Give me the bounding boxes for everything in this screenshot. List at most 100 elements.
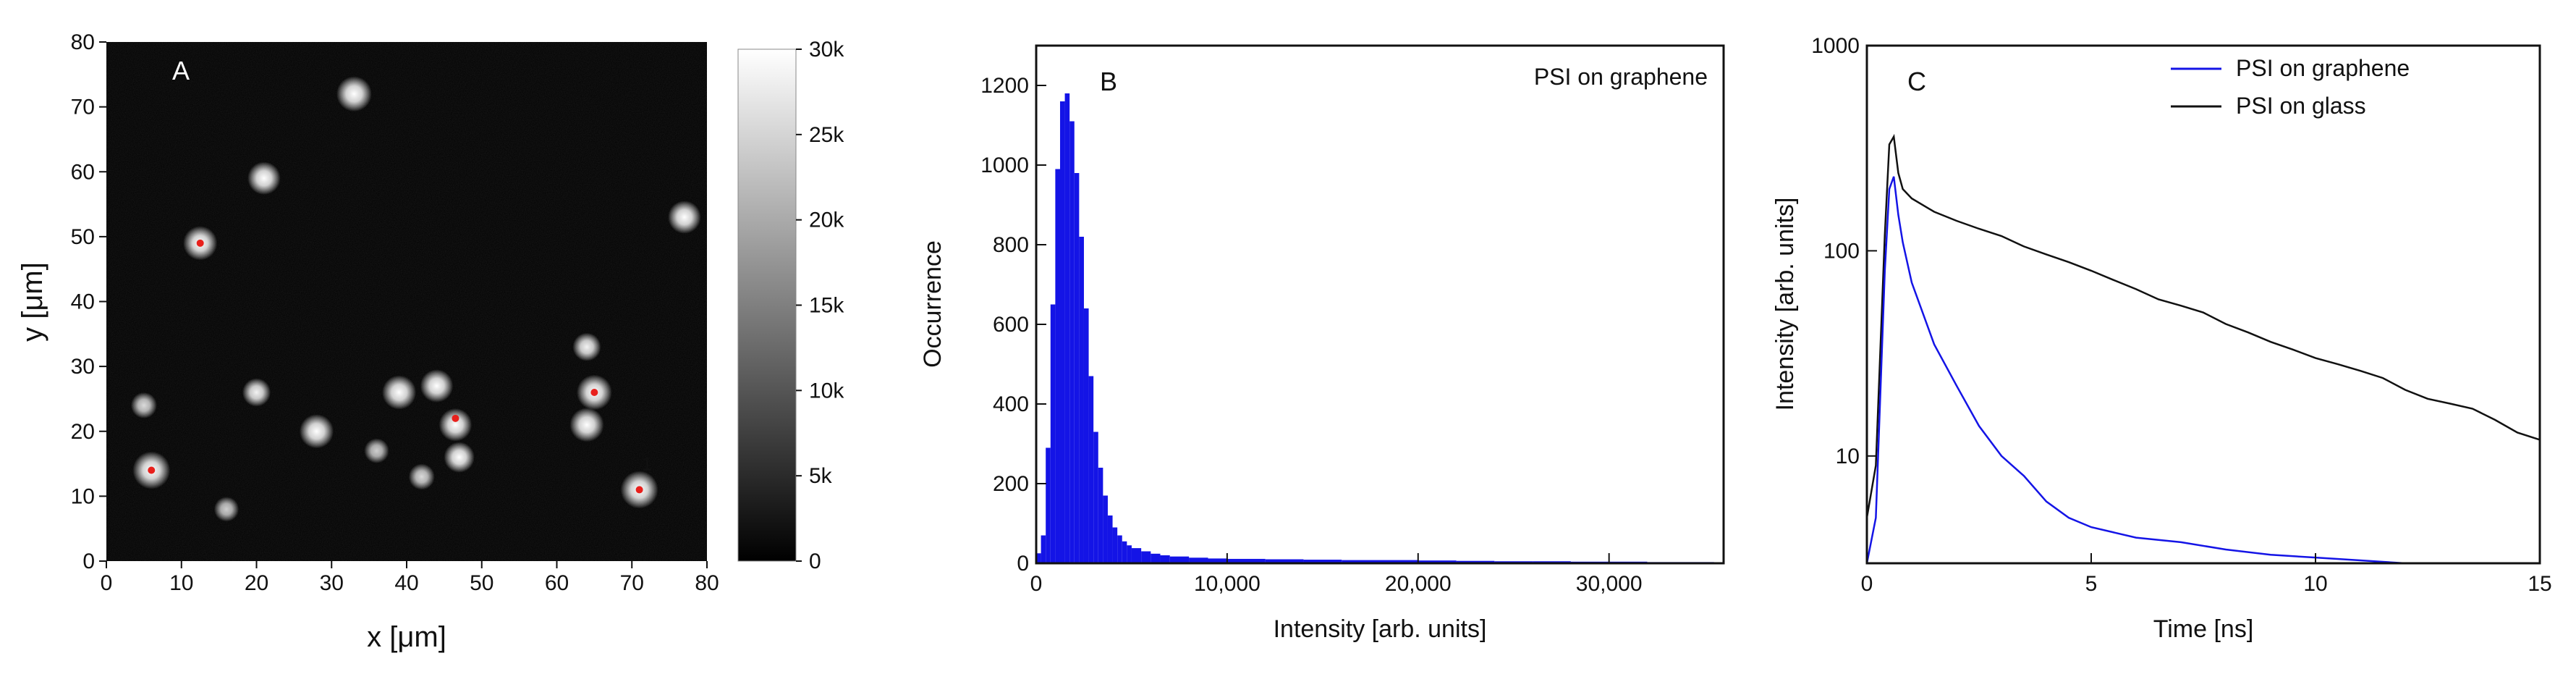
histogram-bar	[1208, 558, 1227, 563]
panel-b-axes-frame	[1035, 44, 1725, 565]
panel-a-label: A	[172, 56, 190, 85]
fluorescence-spot	[668, 201, 701, 234]
panel-a-marker-label: 1	[642, 453, 652, 475]
y-tick-label: 600	[993, 313, 1029, 337]
red-marker-dot	[452, 414, 459, 422]
fluorescence-spot	[242, 378, 271, 407]
y-tick-label: 1000	[1811, 34, 1860, 58]
histogram-bar	[1041, 535, 1046, 563]
x-tick-label: 10,000	[1194, 572, 1261, 596]
fluorescence-spot	[438, 408, 473, 442]
histogram-bar	[1380, 560, 1418, 563]
y-tick-label: 400	[993, 392, 1029, 416]
panel-a-x-ticks: 0 10 20 30 40 50 60 70 80	[101, 561, 719, 595]
histogram-bar	[1055, 169, 1060, 563]
histogram-bar	[1107, 515, 1113, 563]
colorbar-tick-label: 10k	[809, 379, 844, 403]
panel-b-x-label: Intensity [arb. units]	[1274, 615, 1487, 643]
histogram-bar	[1098, 468, 1103, 563]
y-tick-label: 800	[993, 233, 1029, 257]
fluorescence-spot	[572, 332, 601, 361]
y-tick-label: 10	[1836, 445, 1860, 468]
panel-c-x-label: Time [ns]	[2153, 615, 2254, 643]
histogram-bar	[1079, 237, 1084, 563]
y-tick-label: 200	[993, 472, 1029, 496]
colorbar-ticks: 0 5k 10k 15k 20k 25k 30k	[796, 38, 844, 573]
red-marker-dot	[590, 388, 598, 396]
x-tick-label: 0	[1030, 572, 1043, 596]
y-tick-label: 1000	[980, 153, 1029, 177]
colorbar	[737, 49, 797, 562]
histogram-bar	[1064, 93, 1070, 563]
colorbar-tick-label: 0	[809, 550, 821, 573]
panel-b-y-ticks: 0 200 400 600 800 1000 1200	[980, 74, 1046, 576]
panel-b-label: B	[1100, 67, 1117, 96]
x-tick-label: 30,000	[1576, 572, 1643, 596]
histogram-bar	[1342, 560, 1380, 563]
fluorescence-spot	[213, 497, 240, 522]
fluorescence-spot	[364, 438, 389, 463]
decay-curve	[1865, 133, 2541, 518]
histogram-bar	[1103, 495, 1108, 563]
x-tick-label: 10	[169, 571, 193, 595]
x-tick-label: 0	[101, 571, 113, 595]
panel-a-spots	[130, 76, 701, 522]
y-tick-label: 20	[71, 420, 95, 444]
histogram-bar	[1069, 121, 1075, 563]
colorbar-tick-label: 25k	[809, 123, 844, 147]
histogram-bar	[1169, 556, 1190, 563]
panel-b-histogram-bars	[1036, 93, 1719, 563]
histogram-bar	[1127, 545, 1132, 563]
histogram-bar	[1083, 308, 1089, 563]
panel-a-y-label: y [μm]	[17, 262, 48, 342]
colorbar-tick-label: 20k	[809, 209, 844, 232]
histogram-bar	[1160, 555, 1170, 563]
panel-c-decay-curves	[1865, 133, 2541, 565]
histogram-bar	[1418, 560, 1457, 563]
histogram-bar	[1303, 560, 1342, 563]
red-marker-dot	[196, 239, 204, 247]
histogram-bar	[1046, 447, 1051, 563]
histogram-bar	[1141, 551, 1151, 563]
histogram-bar	[1059, 101, 1065, 563]
histogram-bar	[1456, 560, 1495, 563]
y-tick-label: 50	[71, 225, 95, 249]
y-tick-label: 1200	[980, 74, 1029, 98]
y-tick-label: 30	[71, 355, 95, 379]
panel-c-x-ticks: 0 5 10 15	[1861, 553, 2552, 596]
decay-curve	[1865, 176, 2540, 565]
x-tick-label: 40	[394, 571, 418, 595]
panel-c-axes-frame	[1865, 44, 2541, 565]
panel-c-y-label: Intensity [arb. units]	[1771, 198, 1799, 411]
x-tick-label: 10	[2303, 572, 2327, 596]
panel-a-x-label: x [μm]	[367, 621, 446, 653]
histogram-bar	[1112, 527, 1118, 563]
panel-c-label: C	[1907, 67, 1926, 96]
histogram-bar	[1151, 553, 1161, 563]
colorbar-tick-label: 15k	[809, 294, 844, 318]
y-tick-label: 60	[71, 160, 95, 184]
red-marker-dot	[635, 486, 643, 494]
fluorescence-spot	[299, 414, 334, 449]
histogram-bar	[1189, 557, 1208, 563]
red-marker-dot	[148, 466, 156, 474]
fluorescence-spot	[130, 392, 157, 418]
histogram-bar	[1088, 376, 1094, 563]
y-tick-label: 40	[71, 290, 95, 314]
panel-b-annotation: PSI on graphene	[1534, 64, 1708, 90]
y-tick-label: 70	[71, 96, 95, 119]
legend-label: PSI on glass	[2236, 93, 2366, 119]
panel-a: 1 A 0 10 20 30 40 50 60 70 80 01020304050607080 …	[17, 30, 844, 653]
panel-b: 0 10,000 20,000 30,000 0 200 400 600 800 1000 120…	[919, 44, 1725, 643]
histogram-bar	[1131, 548, 1142, 563]
panel-a-y-ticks: 0 10 20 30 40 50 60 70 80	[71, 30, 106, 573]
fluorescence-spot	[420, 369, 454, 403]
colorbar-tick-label: 5k	[809, 464, 833, 488]
x-tick-label: 20,000	[1385, 572, 1452, 596]
histogram-bar	[1117, 535, 1122, 563]
x-tick-label: 50	[470, 571, 493, 595]
fluorescence-spot	[569, 408, 604, 442]
fluorescence-spot	[382, 375, 417, 410]
x-tick-label: 70	[620, 571, 644, 595]
